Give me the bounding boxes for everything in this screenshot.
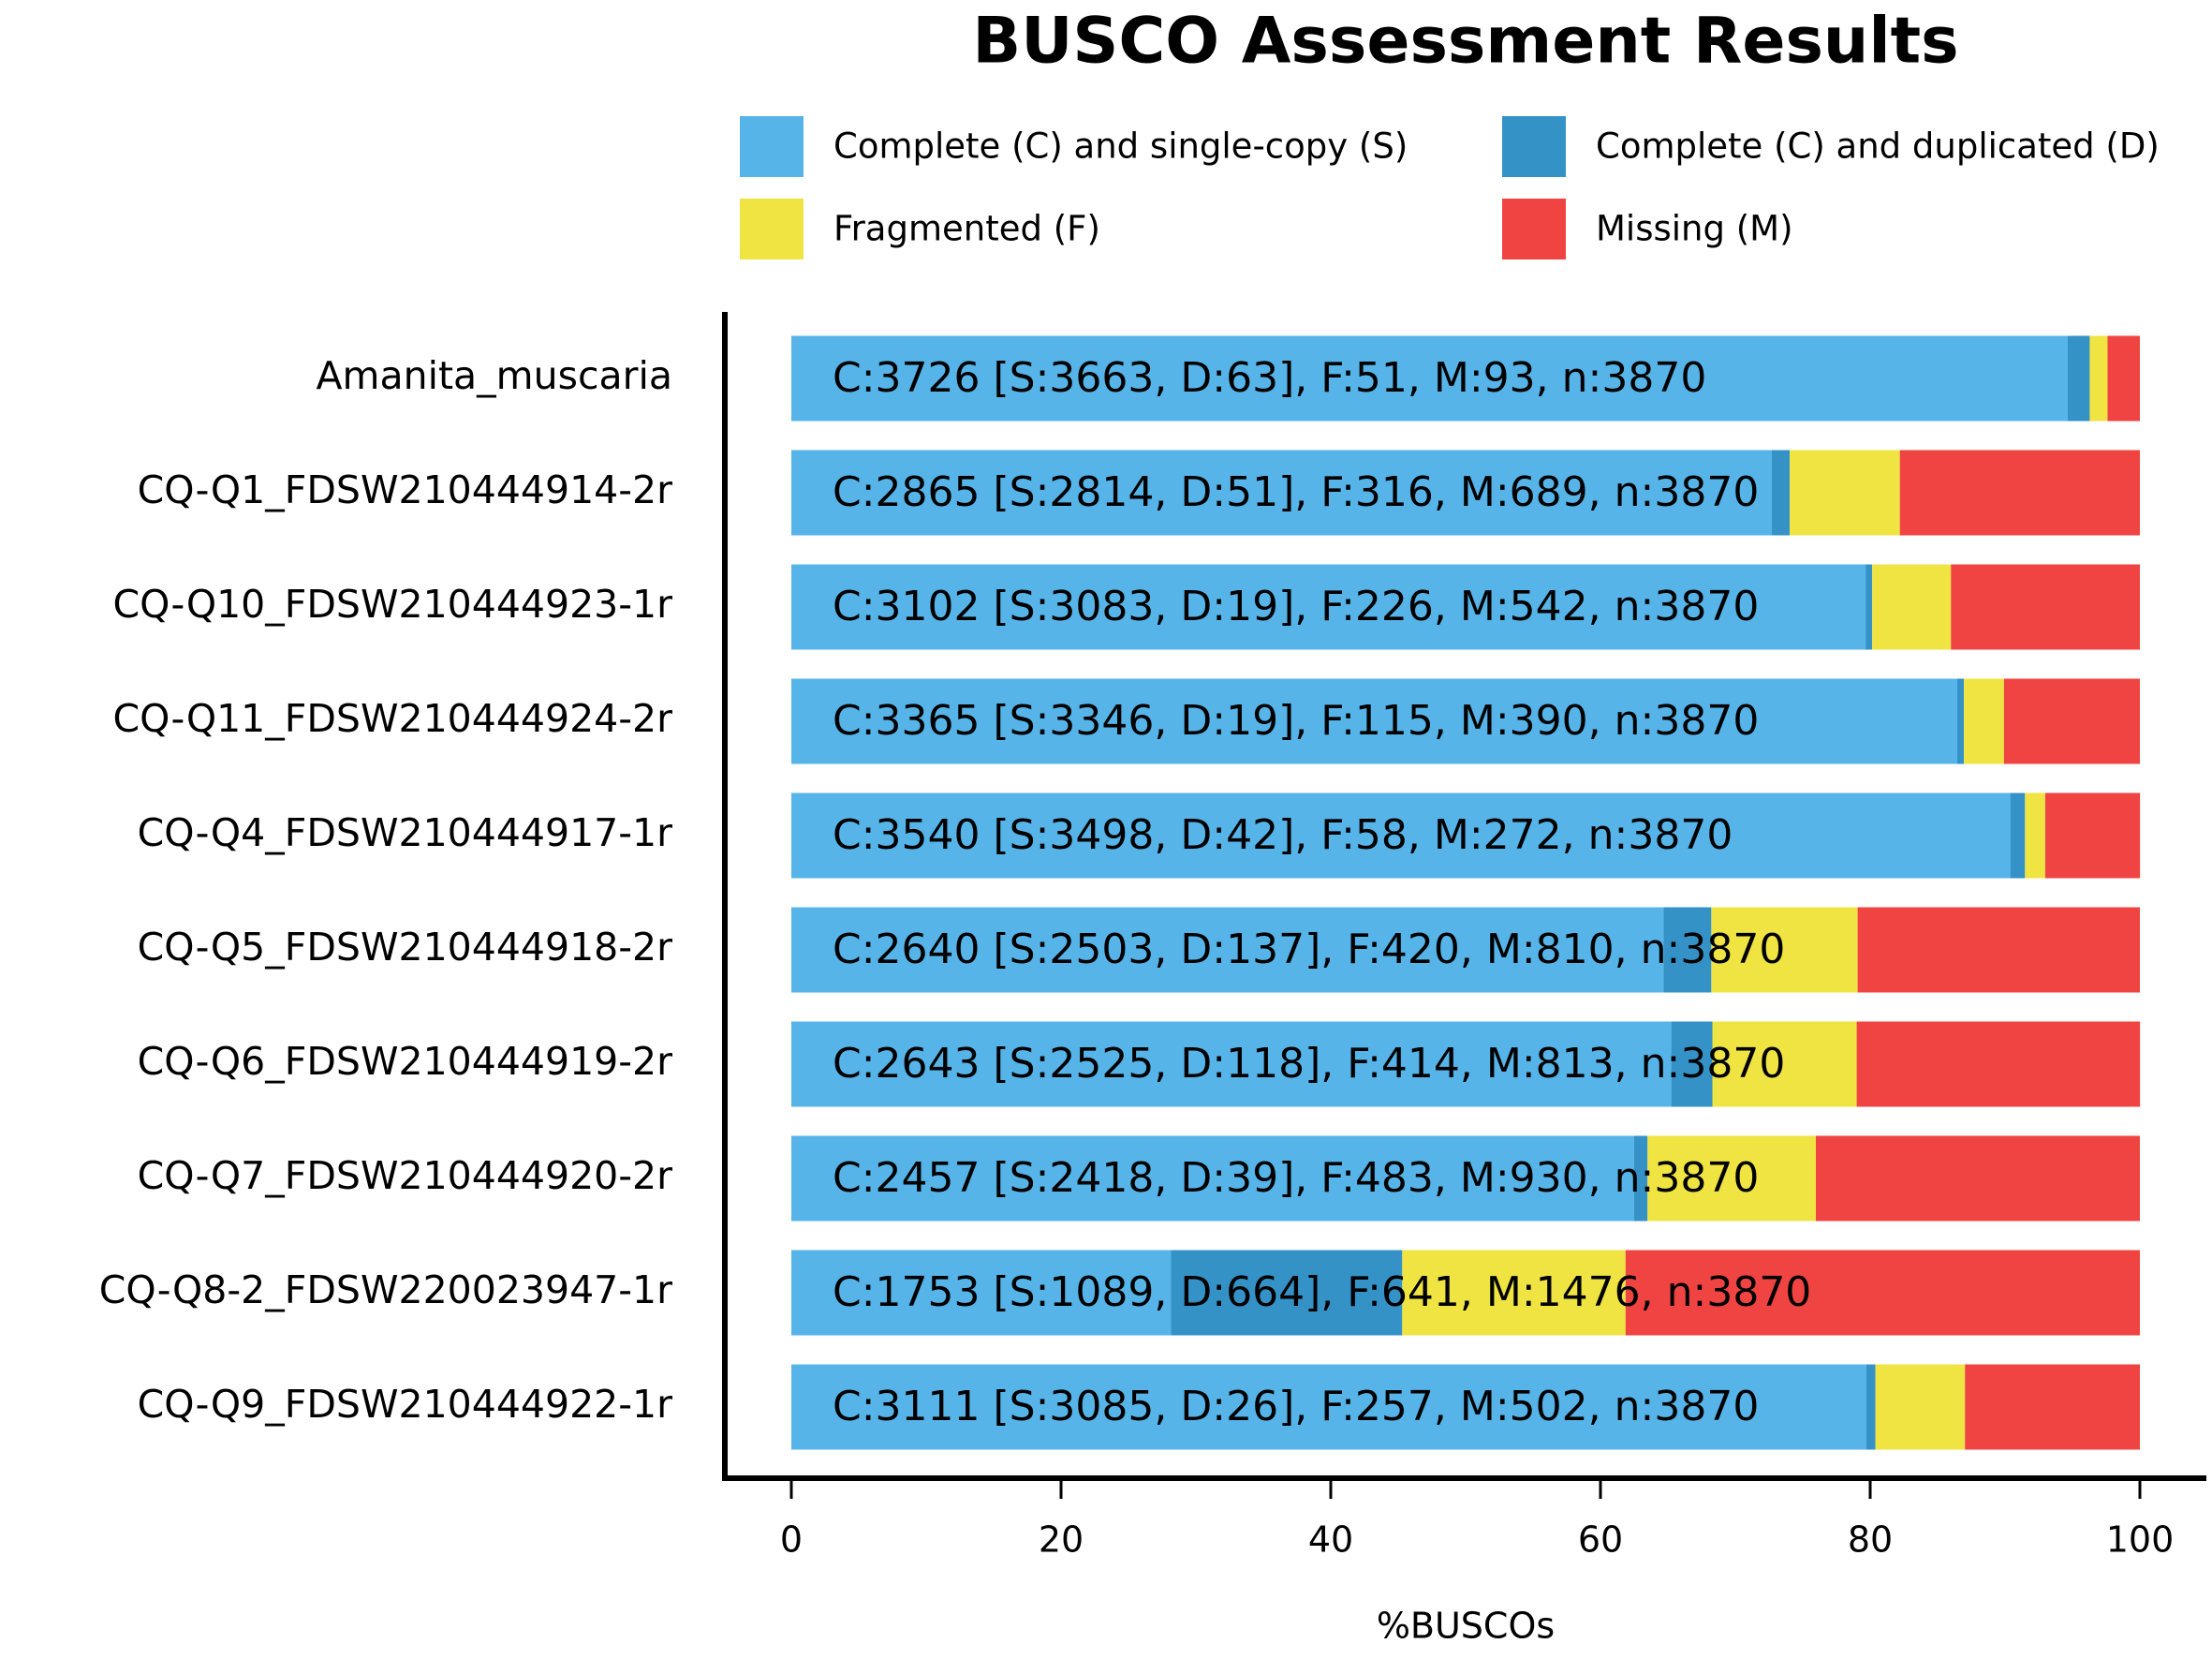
bar-label: C:2457 [S:2418, D:39], F:483, M:930, n:3… (833, 1154, 1759, 1202)
bar-segment (791, 1021, 1672, 1107)
bar-segment (1875, 1364, 1966, 1450)
legend-swatch (1502, 199, 1566, 259)
bar-segment (2025, 792, 2045, 879)
y-tick-label: Amanita_muscaria (316, 353, 672, 398)
bar-segment (1772, 450, 1791, 536)
x-tick-label: 0 (780, 1519, 803, 1561)
bar-segment (1865, 564, 1873, 650)
bar-label: C:3726 [S:3663, D:63], F:51, M:93, n:387… (833, 354, 1706, 402)
bar-segment (2044, 792, 2141, 879)
bar-segment (791, 450, 1773, 536)
bar-segment (1625, 1250, 2140, 1336)
x-tick-label: 20 (1039, 1519, 1084, 1561)
y-tick-label: CQ-Q1_FDSW210444914-2r (138, 467, 673, 512)
bar-label: C:3540 [S:3498, D:42], F:58, M:272, n:38… (833, 811, 1733, 859)
bar-label: C:2640 [S:2503, D:137], F:420, M:810, n:… (833, 926, 1785, 973)
bar-label: C:2643 [S:2525, D:118], F:414, M:813, n:… (833, 1040, 1785, 1088)
bar-label: C:2865 [S:2814, D:51], F:316, M:689, n:3… (833, 468, 1759, 516)
bar-segment (791, 1364, 1866, 1450)
bar-segment (791, 792, 2011, 879)
y-tick-label: CQ-Q4_FDSW210444917-1r (138, 810, 673, 855)
bar-segment (791, 1135, 1634, 1222)
x-tick-label: 60 (1578, 1519, 1623, 1561)
bar-segment (1965, 1364, 2140, 1450)
bar-segment (1647, 1135, 1816, 1222)
bar-segment (2067, 335, 2090, 422)
bar-segment (791, 1250, 1172, 1336)
bar-segment (1951, 564, 2140, 650)
legend-label: Complete (C) and duplicated (D) (1596, 126, 2160, 167)
y-tick-label: CQ-Q9_FDSW210444922-1r (138, 1382, 673, 1427)
bar-segment (2003, 678, 2140, 764)
legend-swatch (740, 116, 804, 177)
bar-segment (1899, 450, 2140, 536)
y-tick-label: CQ-Q5_FDSW210444918-2r (138, 925, 673, 970)
y-tick-label: CQ-Q6_FDSW210444919-2r (138, 1039, 673, 1084)
legend-swatch (740, 199, 804, 259)
legend-swatch (1502, 116, 1566, 177)
bar-segment (1671, 1021, 1713, 1107)
bar-segment (791, 335, 2068, 422)
legend-label: Complete (C) and single-copy (S) (833, 126, 1408, 167)
bar-segment (1872, 564, 1952, 650)
bar-segment (1964, 678, 2004, 764)
bar-segment (1856, 1021, 2141, 1107)
x-tick-label: 40 (1308, 1519, 1353, 1561)
bar-segment (1957, 678, 1965, 764)
y-tick-label: CQ-Q10_FDSW210444923-1r (112, 582, 672, 627)
bar-label: C:3102 [S:3083, D:19], F:226, M:542, n:3… (833, 583, 1759, 630)
bar-segment (791, 678, 1958, 764)
legend-label: Missing (M) (1596, 209, 1793, 249)
y-tick-label: CQ-Q11_FDSW210444924-2r (112, 696, 672, 741)
bar-segment (1711, 907, 1858, 993)
bar-segment (791, 907, 1664, 993)
bar-label: C:3365 [S:3346, D:19], F:115, M:390, n:3… (833, 697, 1759, 745)
bar-segment (1790, 450, 1900, 536)
bar-segment (1712, 1021, 1857, 1107)
x-tick-label: 80 (1848, 1519, 1893, 1561)
bar-segment (2107, 335, 2140, 422)
x-axis-label: %BUSCOs (1377, 1606, 1555, 1647)
bar-segment (2010, 792, 2026, 879)
bar-segment (1402, 1250, 1626, 1336)
y-tick-label: CQ-Q7_FDSW210444920-2r (138, 1153, 673, 1198)
bar-segment (1865, 1364, 1876, 1450)
bar-segment (1857, 907, 2140, 993)
bar-segment (1663, 907, 1712, 993)
bar-segment (791, 564, 1866, 650)
y-tick-label: CQ-Q8-2_FDSW220023947-1r (99, 1267, 672, 1312)
bar-segment (2089, 335, 2108, 422)
bar-segment (1171, 1250, 1403, 1336)
bar-segment (1815, 1135, 2140, 1222)
bar-label: C:3111 [S:3085, D:26], F:257, M:502, n:3… (833, 1383, 1759, 1430)
bar-segment (1633, 1135, 1648, 1222)
bar-label: C:1753 [S:1089, D:664], F:641, M:1476, n… (833, 1268, 1811, 1316)
chart-title: BUSCO Assessment Results (972, 5, 1958, 79)
legend-label: Fragmented (F) (833, 209, 1100, 249)
x-tick-label: 100 (2106, 1519, 2175, 1561)
